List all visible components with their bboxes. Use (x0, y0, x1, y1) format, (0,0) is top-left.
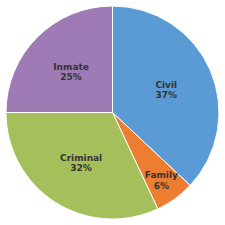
slice-label: Civil37% (155, 80, 177, 100)
pie-slice (6, 6, 113, 113)
slice-label-category: Family (145, 170, 178, 180)
slice-labels: Civil37% Family6% Criminal32% Inmate25% (53, 62, 178, 191)
slice-label: Family6% (145, 170, 178, 190)
slice-label: Inmate25% (53, 62, 89, 82)
slices (6, 6, 219, 219)
chart: Civil37% Family6% Criminal32% Inmate25% (0, 0, 225, 225)
slice-label-category: Criminal (60, 153, 102, 163)
slice-label-value: 37% (155, 90, 177, 100)
slice-label: Criminal32% (60, 153, 102, 173)
slice-label-category: Civil (155, 80, 177, 90)
slice-label-value: 6% (154, 181, 169, 191)
pie: Civil37% Family6% Criminal32% Inmate25% (6, 6, 219, 219)
pie-slice (6, 113, 158, 219)
slice-label-value: 32% (70, 163, 92, 173)
slice-label-value: 25% (60, 72, 82, 82)
slice-label-category: Inmate (53, 62, 89, 72)
